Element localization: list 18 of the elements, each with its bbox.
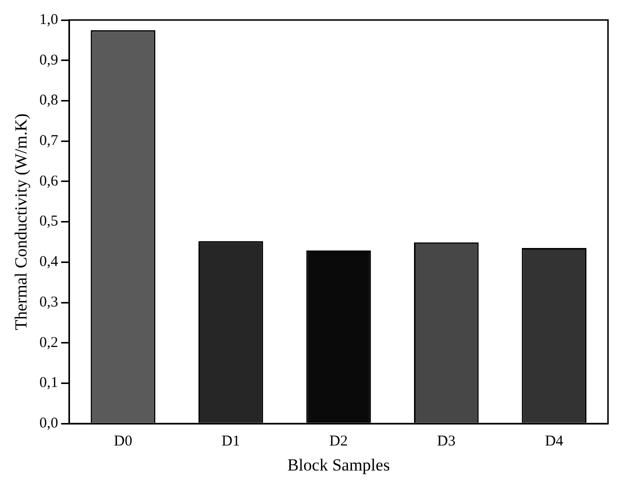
y-tick-label: 1,0 [39, 12, 58, 28]
x-axis-title: Block Samples [287, 455, 390, 474]
y-tick-label: 0,5 [39, 214, 58, 230]
y-tick-label: 0,4 [39, 254, 59, 270]
y-tick-label: 0,0 [39, 416, 58, 432]
x-tick-label: D2 [329, 434, 348, 450]
x-tick-label: D4 [544, 434, 564, 450]
y-tick-label: 0,6 [39, 173, 59, 190]
y-tick-label: 0,2 [39, 334, 58, 351]
y-tick-label: 0,7 [39, 133, 59, 150]
y-tick-label: 0,3 [39, 294, 58, 310]
y-axis-title: Thermal Conductivity (W/m.K) [12, 113, 31, 330]
x-tick-label: D3 [437, 434, 456, 450]
y-tick-label: 0,8 [39, 92, 58, 109]
y-tick-label: 0,1 [39, 375, 58, 392]
y-tick-label: 0,9 [39, 52, 58, 68]
x-tick-label: D1 [222, 434, 240, 450]
x-tick-label: D0 [114, 434, 132, 450]
